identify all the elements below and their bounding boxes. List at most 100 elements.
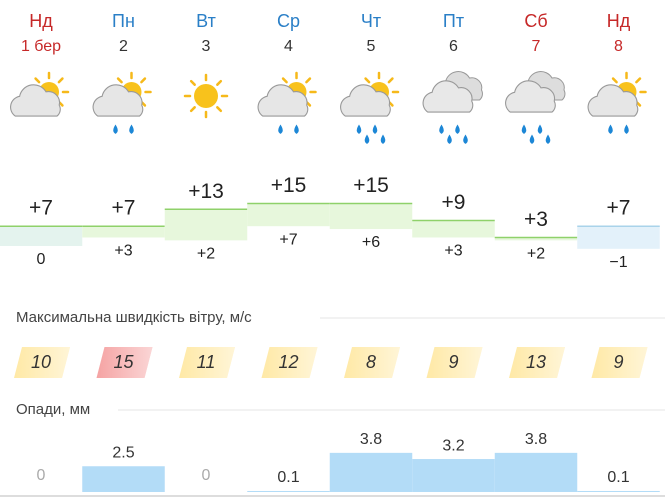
precip-value: 3.2 (442, 437, 464, 454)
rain-drop (129, 124, 134, 134)
rain-drop (455, 124, 460, 134)
day-date: 8 (614, 38, 623, 55)
temp-band (494, 237, 578, 241)
weather-icon (340, 71, 400, 144)
wind-value: 12 (278, 352, 298, 372)
cloud (257, 84, 309, 117)
sun-ray (635, 77, 642, 84)
rain-drop (364, 134, 370, 144)
temp-min: 0 (37, 251, 46, 268)
sun-ray (364, 77, 371, 84)
wind-box-shade (509, 347, 565, 378)
sun-ray (189, 79, 196, 86)
precip-bar (82, 466, 165, 492)
wind-value: 8 (366, 352, 376, 372)
precip-value: 3.8 (525, 431, 547, 448)
temp-min: +6 (362, 234, 380, 251)
precip-bar (577, 490, 660, 492)
temp-band (164, 209, 248, 241)
sun-ray (57, 77, 64, 84)
rain-drop (537, 124, 543, 134)
day-name: Пн (112, 11, 135, 31)
wind-box-shade (179, 347, 235, 378)
rain-drop (608, 124, 613, 134)
sun-ray (305, 77, 312, 84)
temp-min: +2 (197, 246, 215, 263)
precip-value: 0.1 (607, 469, 629, 486)
day-name: Сб (524, 11, 547, 31)
rain-drop (624, 124, 629, 134)
cloud (340, 84, 391, 117)
temp-band (0, 226, 83, 246)
rain-drop (380, 134, 386, 144)
sun-ray (216, 106, 223, 113)
temp-min: +7 (279, 231, 297, 248)
wind-box-shade (14, 347, 70, 378)
day-date: 6 (449, 38, 458, 55)
sun-ray (611, 77, 618, 84)
temp-band (247, 203, 330, 227)
precip-bar (412, 459, 495, 492)
weather-icon (422, 71, 483, 144)
precip-value: 0 (37, 467, 46, 484)
cloud (587, 84, 639, 117)
wind-box-shade (426, 347, 483, 378)
weather-icon (92, 71, 152, 134)
sun-ray (34, 77, 41, 84)
rain-drop (529, 134, 535, 144)
cloud (92, 84, 144, 117)
temp-max: +13 (188, 180, 224, 203)
wind-box-shade (96, 347, 153, 378)
precip-bar (329, 452, 413, 492)
wind-box-shade (261, 347, 318, 378)
day-name: Ср (277, 11, 300, 31)
weather-icon (505, 71, 566, 144)
sun-ray (387, 77, 394, 84)
sun-ray (140, 77, 147, 84)
rain-drop (113, 124, 118, 134)
precip-bar (247, 490, 330, 492)
temp-max: +15 (353, 174, 389, 197)
sun-ray (281, 77, 288, 84)
day-date: 7 (532, 38, 541, 55)
precip-value: 3.8 (360, 431, 382, 448)
temp-max: +7 (29, 197, 53, 220)
wind-value: 15 (113, 352, 134, 372)
temp-band (412, 220, 495, 238)
cloud (422, 80, 474, 113)
day-date: 5 (367, 38, 376, 55)
temp-max: +9 (442, 191, 466, 214)
weather-icon (10, 71, 70, 117)
day-name: Пт (443, 11, 464, 31)
rain-drop (294, 124, 299, 134)
rain-drop (356, 124, 362, 134)
temp-min: +3 (444, 243, 462, 260)
day-name: Нд (29, 11, 53, 31)
sun-ray (216, 79, 223, 86)
wind-title: Максимальна швидкість вітру, м/с (16, 309, 252, 326)
day-date: 1 бер (21, 38, 61, 55)
day-date: 4 (284, 38, 293, 55)
temp-max: +15 (271, 174, 307, 197)
precip-title: Опади, мм (16, 401, 90, 418)
wind-value: 9 (448, 352, 458, 372)
temp-max: +7 (607, 197, 631, 220)
day-date: 3 (202, 38, 211, 55)
precip-bar (494, 452, 578, 492)
temp-max: +7 (112, 197, 136, 220)
weather-icon (257, 71, 317, 134)
wind-box-shade (591, 347, 648, 378)
precip-value: 0 (202, 467, 211, 484)
temp-band (329, 203, 413, 230)
weather-icon (587, 71, 647, 134)
weather-icon (183, 73, 229, 119)
day-date: 2 (119, 38, 128, 55)
cloud (10, 84, 61, 117)
temp-min: +3 (114, 243, 132, 260)
precip-value: 0.1 (277, 469, 299, 486)
wind-value: 10 (31, 352, 51, 372)
temp-max: +3 (524, 208, 548, 231)
temp-min: −1 (609, 254, 627, 271)
rain-drop (278, 124, 283, 134)
